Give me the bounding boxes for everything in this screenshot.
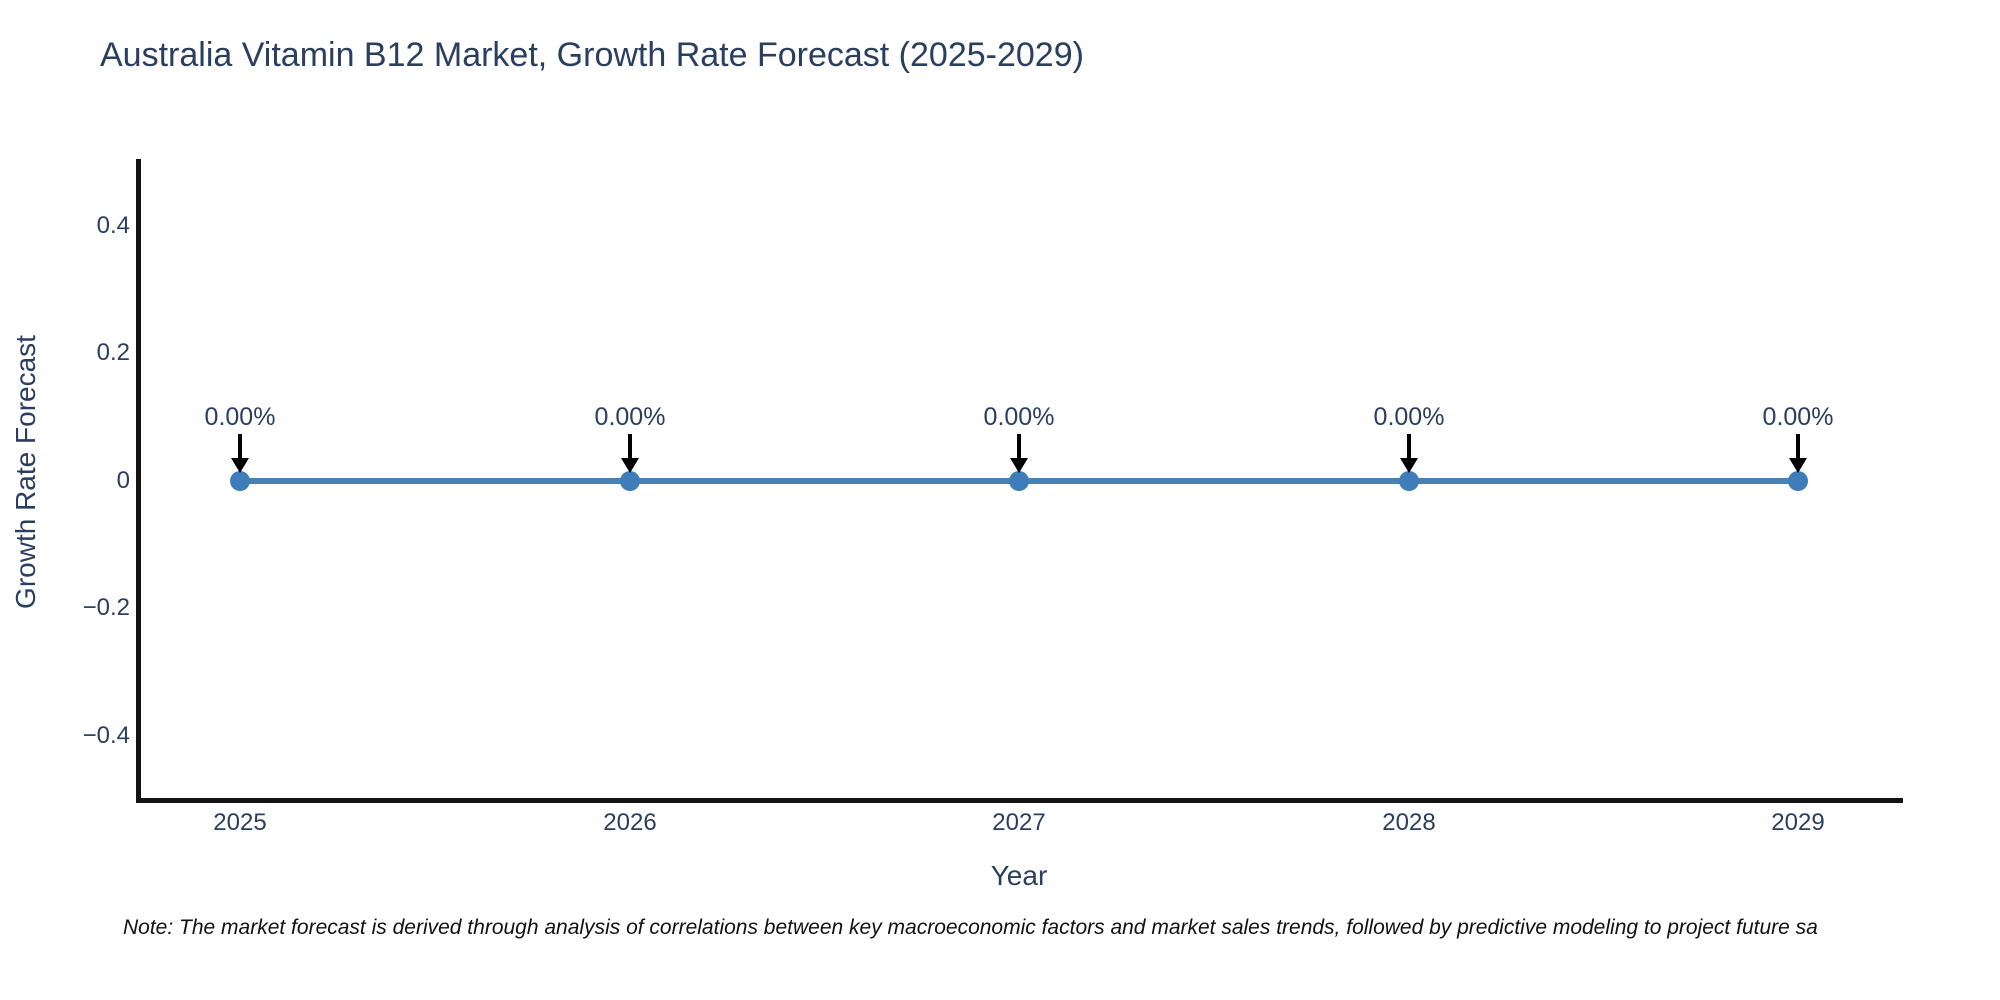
data-point-marker	[230, 471, 250, 491]
x-tick-label: 2026	[603, 809, 657, 836]
y-tick-label: −0.2	[82, 594, 130, 621]
annotation-arrow-head-icon	[1789, 458, 1807, 473]
x-axis-title: Year	[990, 860, 1048, 891]
point-value-label: 0.00%	[1373, 403, 1445, 431]
data-point-marker	[1399, 471, 1419, 491]
y-axis-line	[136, 159, 141, 803]
point-value-label: 0.00%	[1762, 403, 1834, 431]
point-value-label: 0.00%	[983, 403, 1055, 431]
data-point-marker	[1788, 471, 1808, 491]
annotation-arrow-shaft	[1796, 434, 1800, 460]
x-tick-label: 2025	[213, 809, 267, 836]
x-axis-line	[136, 798, 1903, 803]
annotation-arrow-head-icon	[1400, 458, 1418, 473]
y-tick-label: 0.2	[96, 339, 130, 366]
footnote: Note: The market forecast is derived thr…	[123, 916, 1818, 939]
annotation-arrow-head-icon	[1010, 458, 1028, 473]
chart-title: Australia Vitamin B12 Market, Growth Rat…	[100, 36, 1084, 74]
x-tick-label: 2027	[992, 809, 1046, 836]
y-tick-label: 0.4	[96, 212, 130, 239]
annotation-arrow-shaft	[1017, 434, 1021, 460]
y-tick-label: −0.4	[82, 722, 130, 749]
annotation-arrow-shaft	[1407, 434, 1411, 460]
y-tick-label: 0	[116, 467, 130, 494]
annotation-arrow-shaft	[628, 434, 632, 460]
annotation-arrow-head-icon	[231, 458, 249, 473]
x-tick-label: 2029	[1771, 809, 1825, 836]
data-point-marker	[620, 471, 640, 491]
data-point-marker	[1009, 471, 1029, 491]
point-value-label: 0.00%	[594, 403, 666, 431]
x-tick-label: 2028	[1382, 809, 1436, 836]
annotation-arrow-shaft	[238, 434, 242, 460]
annotation-arrow-head-icon	[621, 458, 639, 473]
point-value-label: 0.00%	[204, 403, 276, 431]
